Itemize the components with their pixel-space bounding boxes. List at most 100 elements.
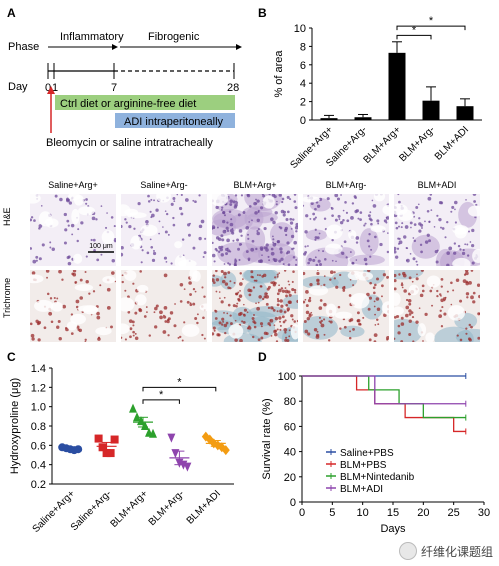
d-xlabel: Days (380, 523, 406, 535)
c-ytick-label: 0.6 (31, 440, 46, 452)
c-point (94, 434, 103, 443)
diet-bar (55, 95, 235, 110)
c-ytick-label: 1.0 (31, 402, 46, 414)
b-category-label: BLM+ADI (433, 124, 471, 162)
he-stain-image (303, 194, 389, 266)
c-category-label: BLM+ADI (185, 488, 223, 526)
histology-col-2: Saline+Arg- (140, 180, 188, 190)
trichrome-stain-image (212, 270, 298, 342)
b-sig-bracket (396, 34, 432, 40)
adi-bar-label: ADI intraperitoneally (124, 116, 224, 128)
d-legend-label: BLM+Nintedanib (340, 472, 415, 483)
b-ytick-label: 4 (300, 78, 306, 90)
watermark: 纤维化课题组 (398, 542, 493, 560)
adi-bar (115, 113, 235, 128)
timeline-diagram: Phase Day Inflammatory Fibrogenic 0 1 7 … (8, 31, 242, 149)
b-bar (422, 100, 440, 120)
d-ytick-label: 100 (278, 371, 296, 383)
trichrome-stain-image (303, 270, 389, 342)
histology-row-he: H&E (2, 207, 12, 226)
d-xtick-label: 20 (417, 507, 429, 519)
he-stain-image (394, 194, 480, 266)
d-xtick-label: 15 (387, 507, 399, 519)
c-ytick-label: 1.2 (31, 382, 46, 394)
c-point (110, 435, 119, 444)
injection-arrow (47, 86, 55, 94)
c-sig-star: * (159, 389, 164, 401)
panel-letter-b: B (258, 6, 267, 20)
trichrome-stain-image (394, 270, 480, 342)
c-sig-bracket (142, 399, 180, 404)
d-legend-label: Saline+PBS (340, 448, 394, 459)
b-sig-bracket (396, 25, 466, 31)
b-ytick-label: 2 (300, 97, 306, 109)
day-tick-1: 1 (52, 82, 58, 94)
d-xtick-label: 25 (448, 507, 460, 519)
day-label: Day (8, 81, 28, 93)
injection-label: Bleomycin or saline intratracheally (46, 137, 213, 149)
diet-bar-label: Ctrl diet or arginine-free diet (60, 98, 196, 110)
c-point (106, 449, 115, 458)
c-point (183, 462, 192, 472)
b-bar (354, 117, 372, 120)
histology-col-4: BLM+Arg- (325, 180, 367, 190)
d-xtick-label: 0 (299, 507, 305, 519)
day-tick-7: 7 (111, 82, 117, 94)
d-series-line (302, 375, 466, 405)
histology-col-1: Saline+Arg+ (48, 180, 98, 190)
he-stain-image (30, 194, 116, 266)
phase-label: Phase (8, 41, 39, 53)
d-ytick-label: 20 (284, 472, 296, 484)
scale-bar: 100 μm (88, 243, 114, 253)
c-category-label: BLM+Arg+ (109, 488, 151, 530)
c-ytick-label: 0.2 (31, 479, 46, 491)
d-ytick-label: 0 (290, 497, 296, 509)
c-point (171, 449, 180, 459)
b-ytick-label: 6 (300, 60, 306, 72)
day-tick-28: 28 (227, 82, 239, 94)
b-ytick-label: 0 (300, 115, 306, 127)
c-ytick-label: 1.4 (31, 363, 46, 375)
he-stain-image (212, 194, 298, 266)
d-xtick-label: 10 (357, 507, 369, 519)
c-point (129, 403, 137, 413)
d-ytick-label: 60 (284, 421, 296, 433)
histology-row-trichrome: Trichrome (2, 277, 12, 318)
d-series-line (302, 375, 466, 419)
wechat-logo-icon (398, 542, 417, 560)
b-category-label: BLM+Arg+ (362, 124, 404, 166)
b-category-label: BLM+Arg- (397, 124, 437, 164)
b-bar (388, 52, 406, 121)
he-stain-image (121, 194, 207, 266)
scatter-chart-c: 0.2 0.4 0.6 0.8 1.0 1.2 1.4 Hydroxyproline (μg)… (9, 363, 234, 535)
d-ytick-label: 80 (284, 396, 296, 408)
c-ylabel: Hydroxyproline (μg) (9, 378, 21, 474)
c-ytick-label: 0.4 (31, 460, 46, 472)
c-ytick-label: 0.8 (31, 421, 46, 433)
c-category-label: BLM+Arg- (147, 488, 187, 528)
b-bar (320, 118, 338, 120)
histology-col-5: BLM+ADI (417, 180, 457, 190)
d-ytick-label: 40 (284, 447, 296, 459)
b-bar (456, 106, 474, 120)
survival-chart-d: 0 20 40 60 80 100 0 5 10 15 20 25 30 Survival rate (%… (261, 371, 490, 535)
c-sig-bracket (142, 386, 217, 392)
trichrome-stain-image (30, 270, 116, 342)
histology-grid: Saline+Arg+ Saline+Arg- BLM+Arg+ BLM+Arg… (0, 178, 499, 342)
c-point (167, 433, 176, 443)
b-ytick-label: 8 (300, 41, 306, 53)
b-sig-star: * (429, 15, 434, 27)
c-sig-star: * (177, 376, 182, 388)
phase-fibrogenic: Fibrogenic (148, 31, 200, 43)
c-point (133, 412, 141, 422)
d-xtick-label: 5 (329, 507, 335, 519)
phase-inflammatory: Inflammatory (60, 31, 124, 43)
b-sig-star: * (412, 24, 417, 36)
c-point (141, 421, 149, 430)
watermark-text: 纤维化课题组 (420, 544, 493, 559)
b-ylabel: % of area (273, 50, 285, 98)
panel-letter-c: C (7, 350, 16, 364)
c-point (221, 445, 230, 456)
scale-bar-label: 100 μm (89, 243, 113, 250)
